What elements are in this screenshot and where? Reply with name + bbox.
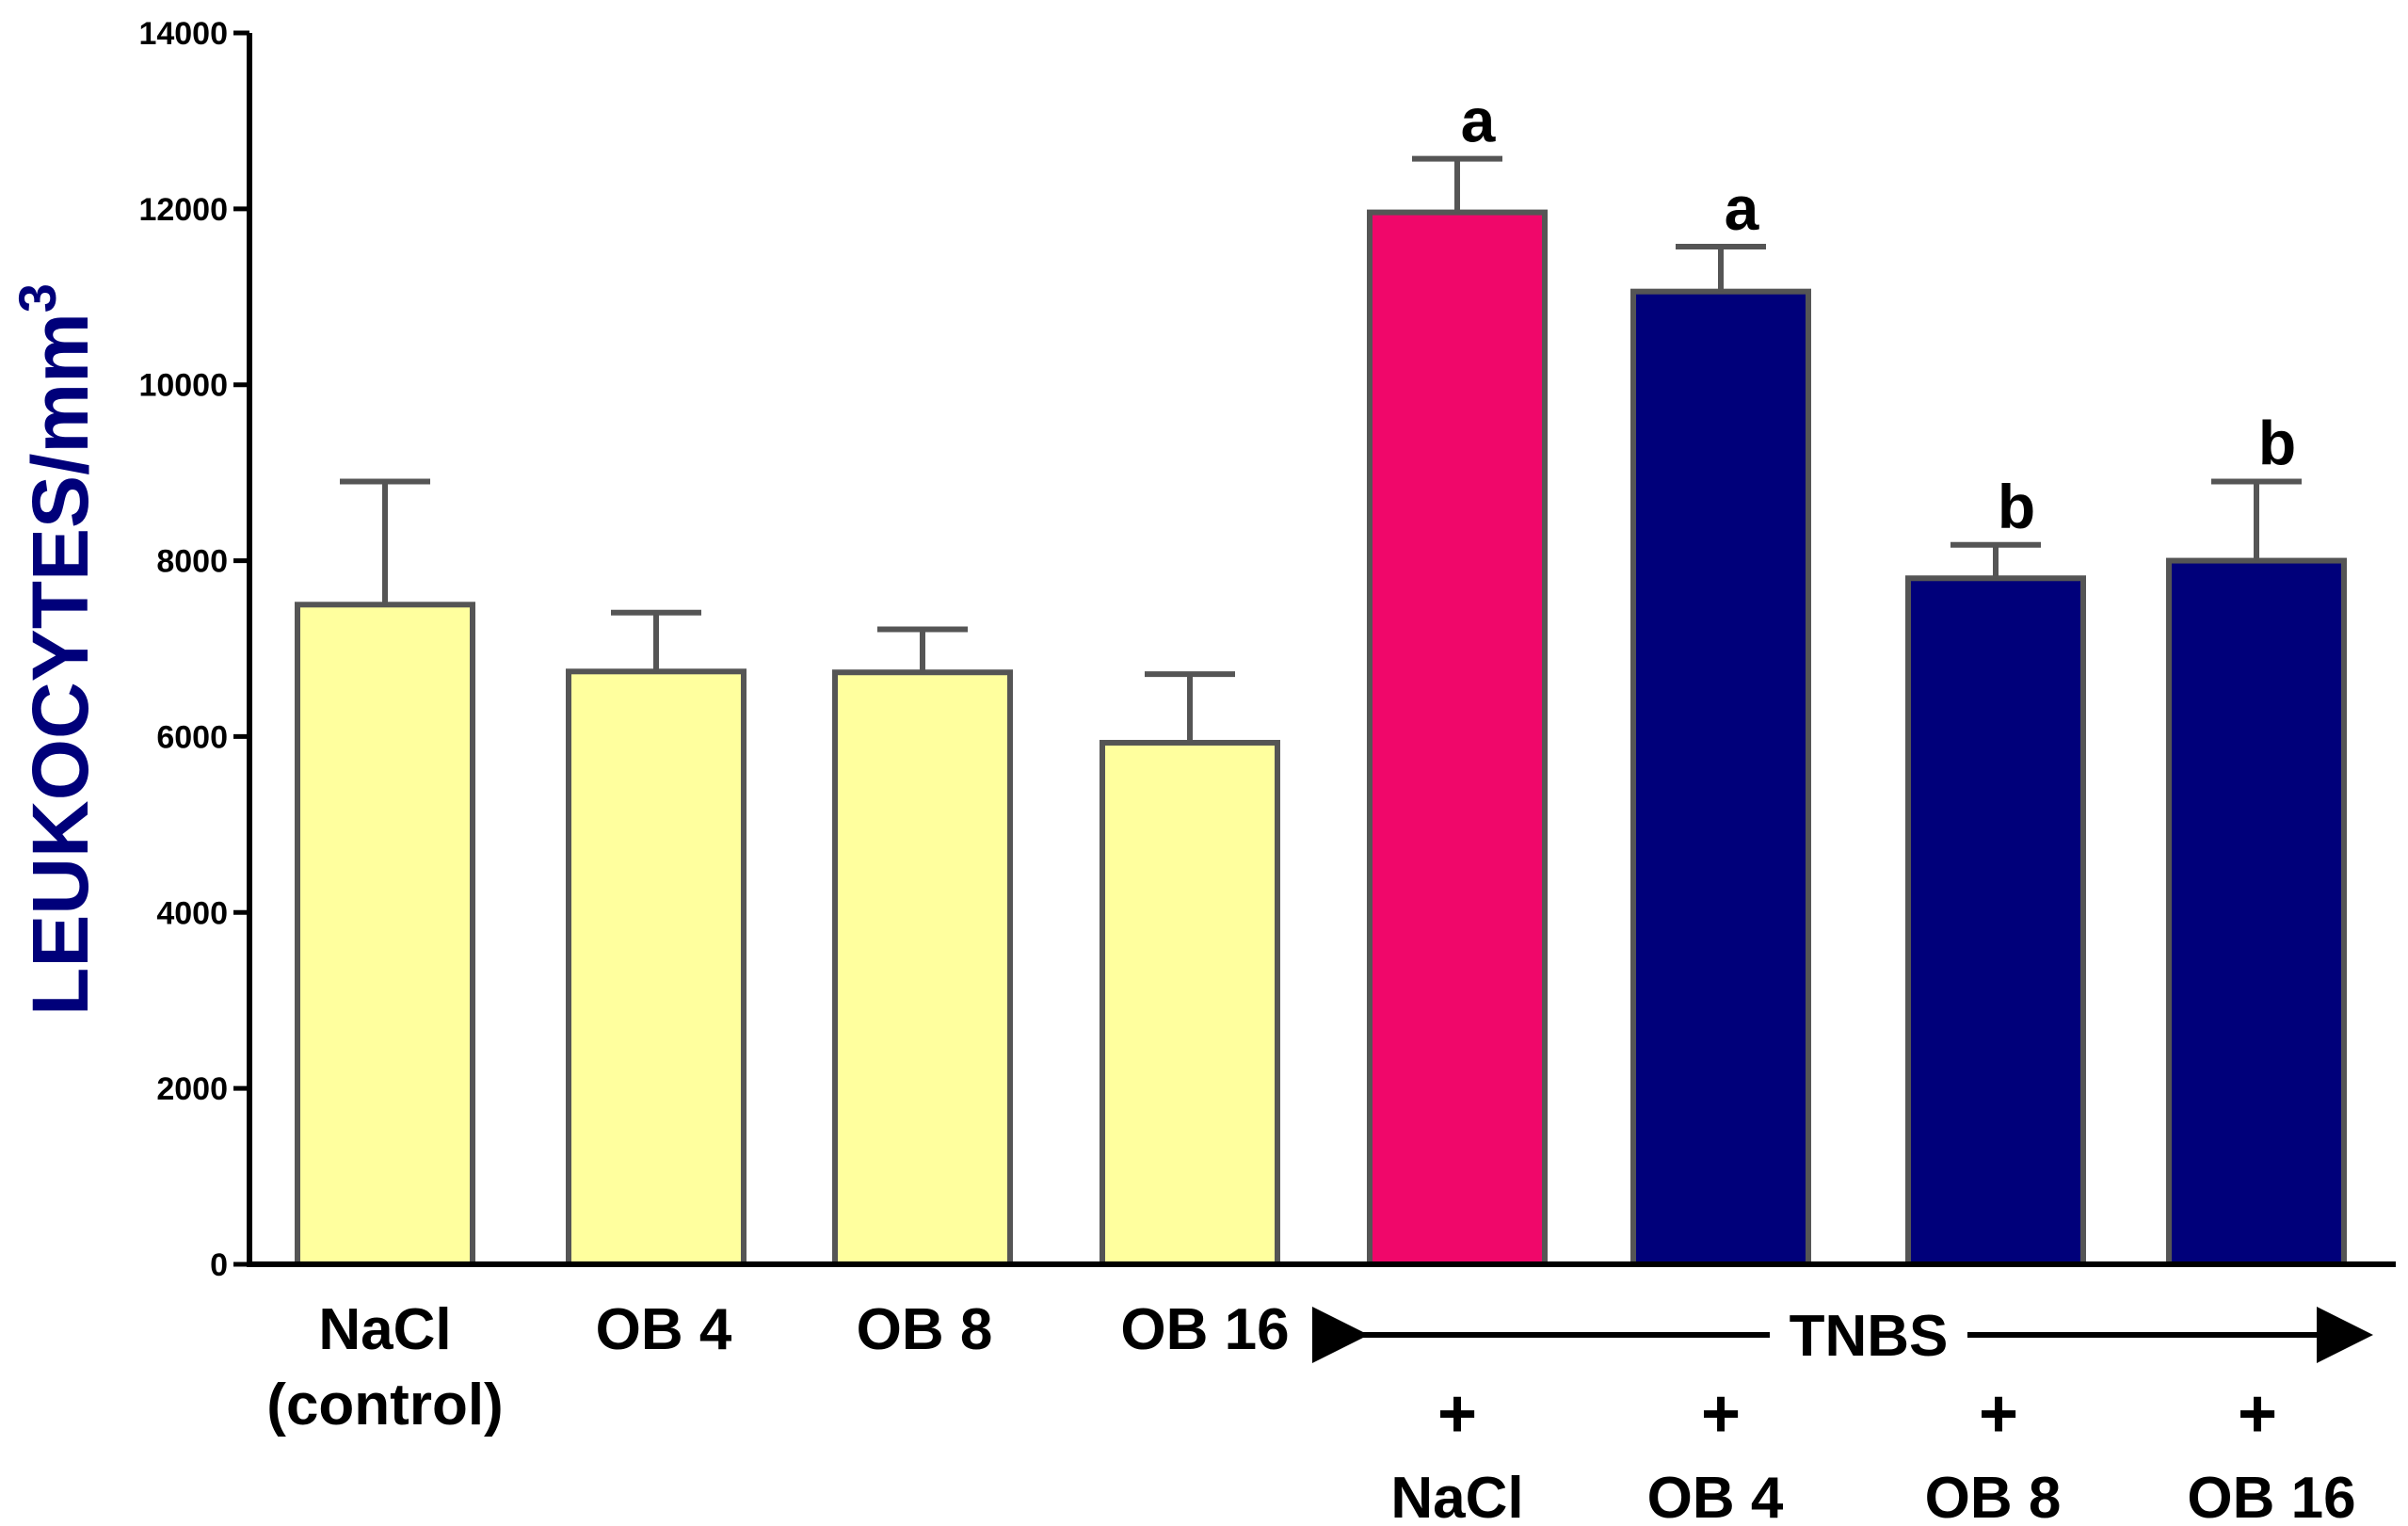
significance-label: a	[1461, 86, 1497, 155]
bars	[295, 209, 2347, 1268]
category-label-tnbs-ob8: OB 8	[1925, 1466, 2062, 1526]
y-tick-label: 2000	[156, 1071, 228, 1107]
bar	[2166, 557, 2347, 1267]
significance-label: b	[1998, 472, 2035, 541]
bar	[1367, 209, 1548, 1268]
y-tick-label: 8000	[156, 544, 228, 580]
tnbs-label: TNBS	[1790, 1304, 1949, 1369]
significance-label: a	[1725, 173, 1760, 243]
y-tick-label: 6000	[156, 719, 228, 755]
bar	[295, 602, 475, 1267]
bar	[1100, 739, 1280, 1267]
category-label-ob8: OB 8	[857, 1297, 993, 1362]
y-tick-label: 4000	[156, 895, 228, 931]
y-tick-label: 0	[210, 1247, 228, 1283]
significance-label: b	[2258, 408, 2296, 477]
y-axis-label-superscript: 3	[8, 283, 67, 313]
bar	[1905, 575, 2086, 1267]
significance-labels: a a b b	[1461, 86, 2297, 541]
y-tick-label: 12000	[138, 192, 228, 228]
category-labels-group2: + + + + NaCl OB 4 OB 8 OB 16	[1390, 1376, 2355, 1526]
category-label-ob4: OB 4	[596, 1297, 732, 1362]
y-tick-label: 14000	[138, 16, 228, 52]
category-label-tnbs-nacl: NaCl	[1390, 1466, 1523, 1526]
bar	[566, 668, 746, 1267]
bar	[1630, 288, 1811, 1267]
y-axis-label: LEUKOCYTES/mm3	[8, 283, 104, 1016]
category-label-tnbs-ob16: OB 16	[2187, 1466, 2355, 1526]
y-tick-label: 10000	[138, 368, 228, 404]
plus-sign-nacl: +	[1437, 1376, 1477, 1452]
bar	[832, 669, 1013, 1267]
category-label-nacl-control-line1: NaCl	[318, 1297, 451, 1362]
tnbs-group-indicator: TNBS	[1312, 1304, 2373, 1369]
y-ticks: 0 2000 4000 6000 8000 10000 12000 14000	[138, 16, 249, 1283]
plus-sign-ob8: +	[1979, 1376, 2018, 1452]
plus-sign-ob4: +	[1701, 1376, 1741, 1452]
category-label-tnbs-ob4: OB 4	[1647, 1466, 1784, 1526]
category-label-ob16: OB 16	[1120, 1297, 1289, 1362]
category-labels-group1: NaCl (control) OB 4 OB 8 OB 16	[266, 1297, 1289, 1438]
plus-sign-ob16: +	[2238, 1376, 2277, 1452]
error-bars	[340, 155, 2302, 743]
y-axis-label-text: LEUKOCYTES/mm	[16, 313, 104, 1016]
category-label-nacl-control-line2: (control)	[266, 1373, 503, 1438]
